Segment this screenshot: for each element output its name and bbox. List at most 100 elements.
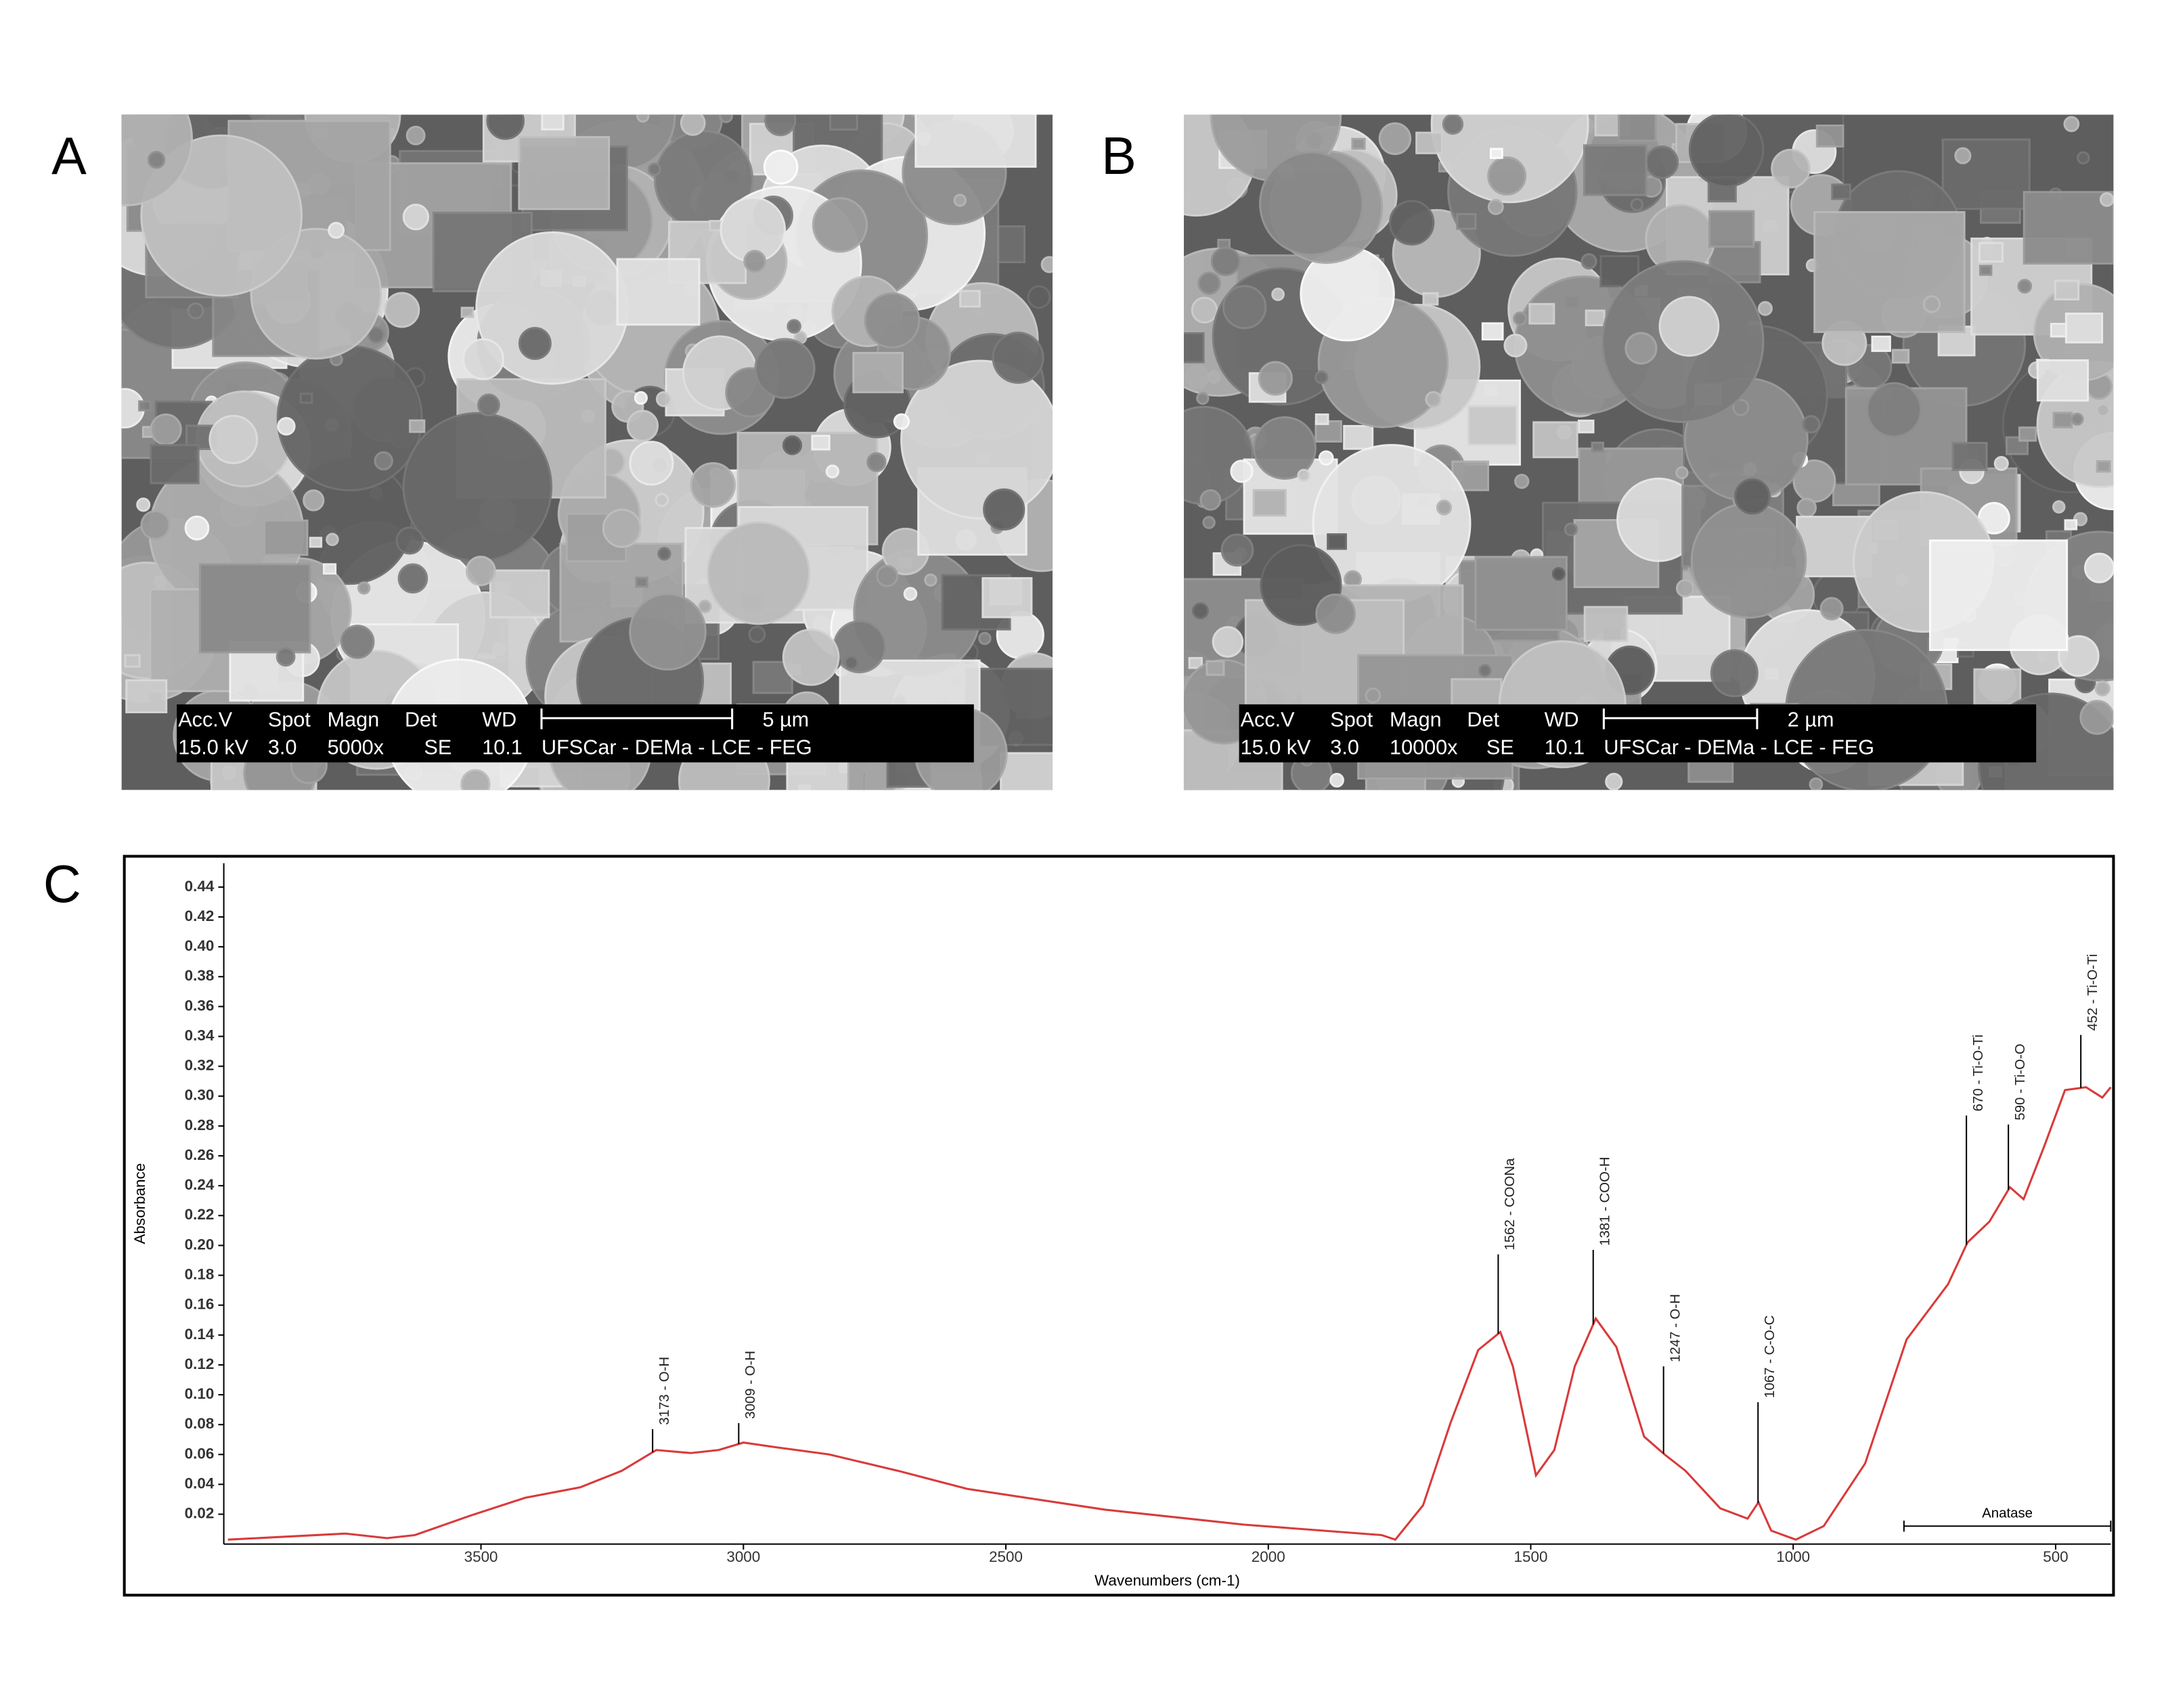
sem-particle <box>1315 593 1356 634</box>
y-tick-label: 0.34 <box>185 1027 215 1043</box>
sem-particle <box>1605 773 1623 790</box>
sem-particle <box>1802 415 1821 434</box>
sem-particle <box>1819 597 1844 621</box>
sem-particle <box>1585 309 1606 327</box>
sem-particle <box>647 162 661 177</box>
sem-particle <box>811 434 831 451</box>
sem-particle <box>1551 566 1566 581</box>
panel-letter: C <box>43 855 81 914</box>
sem-particle <box>754 338 816 399</box>
sem-particle <box>1481 322 1504 341</box>
sem-particle <box>2023 191 2114 265</box>
y-tick-label: 0.06 <box>185 1445 215 1462</box>
sem-particle <box>1442 114 1464 135</box>
sem-particle <box>844 655 859 671</box>
sem-particle <box>1314 370 1329 384</box>
y-tick-label: 0.38 <box>185 967 215 984</box>
y-tick-label: 0.02 <box>185 1505 215 1522</box>
sem-particle <box>1922 295 1941 313</box>
spectrum-line <box>227 1086 2112 1542</box>
sem-particle <box>2063 116 2080 133</box>
y-tick-label: 0.12 <box>185 1355 215 1372</box>
sem-particle <box>1503 334 1528 358</box>
sem-particle <box>616 258 701 326</box>
sem-particle <box>125 679 168 714</box>
sem-particle <box>1973 668 2022 707</box>
lab-name: UFSCar - DEMa - LCE - FEG <box>1604 736 1874 759</box>
x-tick-label: 1500 <box>1514 1548 1548 1565</box>
sem-particle <box>635 577 648 588</box>
info-setting: 15.0 kV <box>178 736 248 759</box>
info-setting: 15.0 kV <box>1241 736 1311 759</box>
annotation-label: 1067 - C-O-C <box>1763 1316 1777 1398</box>
sem-particle <box>787 319 801 334</box>
annotation-label: 670 - Ti-O-Ti <box>1971 1035 1986 1112</box>
sem-particle <box>900 359 1053 520</box>
annotation-label: 3009 - O-H <box>743 1351 758 1419</box>
sem-particle <box>1487 198 1504 215</box>
sem-particle <box>1928 539 2069 652</box>
sem-particle <box>326 533 339 546</box>
sem-particle <box>680 114 706 136</box>
sem-particle <box>764 114 797 137</box>
sem-particle <box>2064 312 2104 344</box>
y-tick-label: 0.26 <box>185 1146 215 1163</box>
sem-particle <box>124 654 141 668</box>
sem-image <box>1183 114 2114 790</box>
annotation-label: 590 - Ti-O-O <box>2013 1043 2028 1120</box>
sem-particle <box>1210 246 1241 277</box>
sem-particle <box>1815 124 1844 148</box>
info-setting: 3.0 <box>268 736 297 759</box>
sem-particle <box>1710 649 1759 698</box>
sem-particle <box>953 194 967 207</box>
sem-particle <box>1343 425 1374 450</box>
sem-particle <box>825 464 840 478</box>
sem-particle <box>634 390 648 405</box>
info-field: Magn <box>328 708 380 731</box>
sem-particle <box>2071 412 2084 426</box>
sem-particle <box>1027 285 1051 309</box>
info-setting: 3.0 <box>1330 736 1359 759</box>
sem-particle <box>462 338 504 380</box>
sem-particle <box>1979 265 1993 276</box>
sem-particle <box>465 556 496 587</box>
info-setting: 10.1 <box>482 736 523 759</box>
sem-particle <box>1365 687 1382 704</box>
sem-particle <box>690 462 736 508</box>
sem-particle <box>322 563 337 575</box>
sem-particle <box>486 114 525 140</box>
info-bar <box>1239 704 2037 763</box>
sem-particle <box>208 415 259 464</box>
sem-particle <box>2096 460 2111 473</box>
sem-particle <box>1436 499 1453 516</box>
y-tick-label: 0.14 <box>185 1326 215 1343</box>
sem-particle <box>2058 635 2100 677</box>
sem-particle <box>1993 455 2009 471</box>
sem-particle <box>460 307 474 318</box>
sem-particle <box>1941 138 2031 210</box>
sem-particle <box>833 620 887 674</box>
sem-particle <box>1630 198 1644 212</box>
sem-particle <box>275 647 296 667</box>
sem-particle <box>1389 200 1435 246</box>
sem-particle <box>959 290 981 308</box>
x-tick-label: 500 <box>2043 1548 2068 1565</box>
sem-particle <box>1583 606 1629 642</box>
sem-particle <box>147 150 166 169</box>
sem-particle <box>1688 114 1765 188</box>
sem-particle <box>340 625 375 659</box>
sem-particle <box>1514 474 1530 489</box>
sem-particle <box>1734 478 1771 515</box>
info-field: WD <box>482 708 516 731</box>
sem-particle <box>187 302 204 319</box>
sem-particle <box>1192 602 1209 620</box>
sem-particle <box>1425 390 1442 408</box>
sem-particle <box>626 409 659 442</box>
sem-particle <box>1675 466 1689 480</box>
sem-particle <box>698 600 712 614</box>
sem-particle <box>2052 500 2066 514</box>
sem-particle <box>1271 288 1285 301</box>
sem-particle <box>518 136 611 210</box>
sem-particle <box>121 388 145 429</box>
sem-particle <box>1467 405 1518 446</box>
